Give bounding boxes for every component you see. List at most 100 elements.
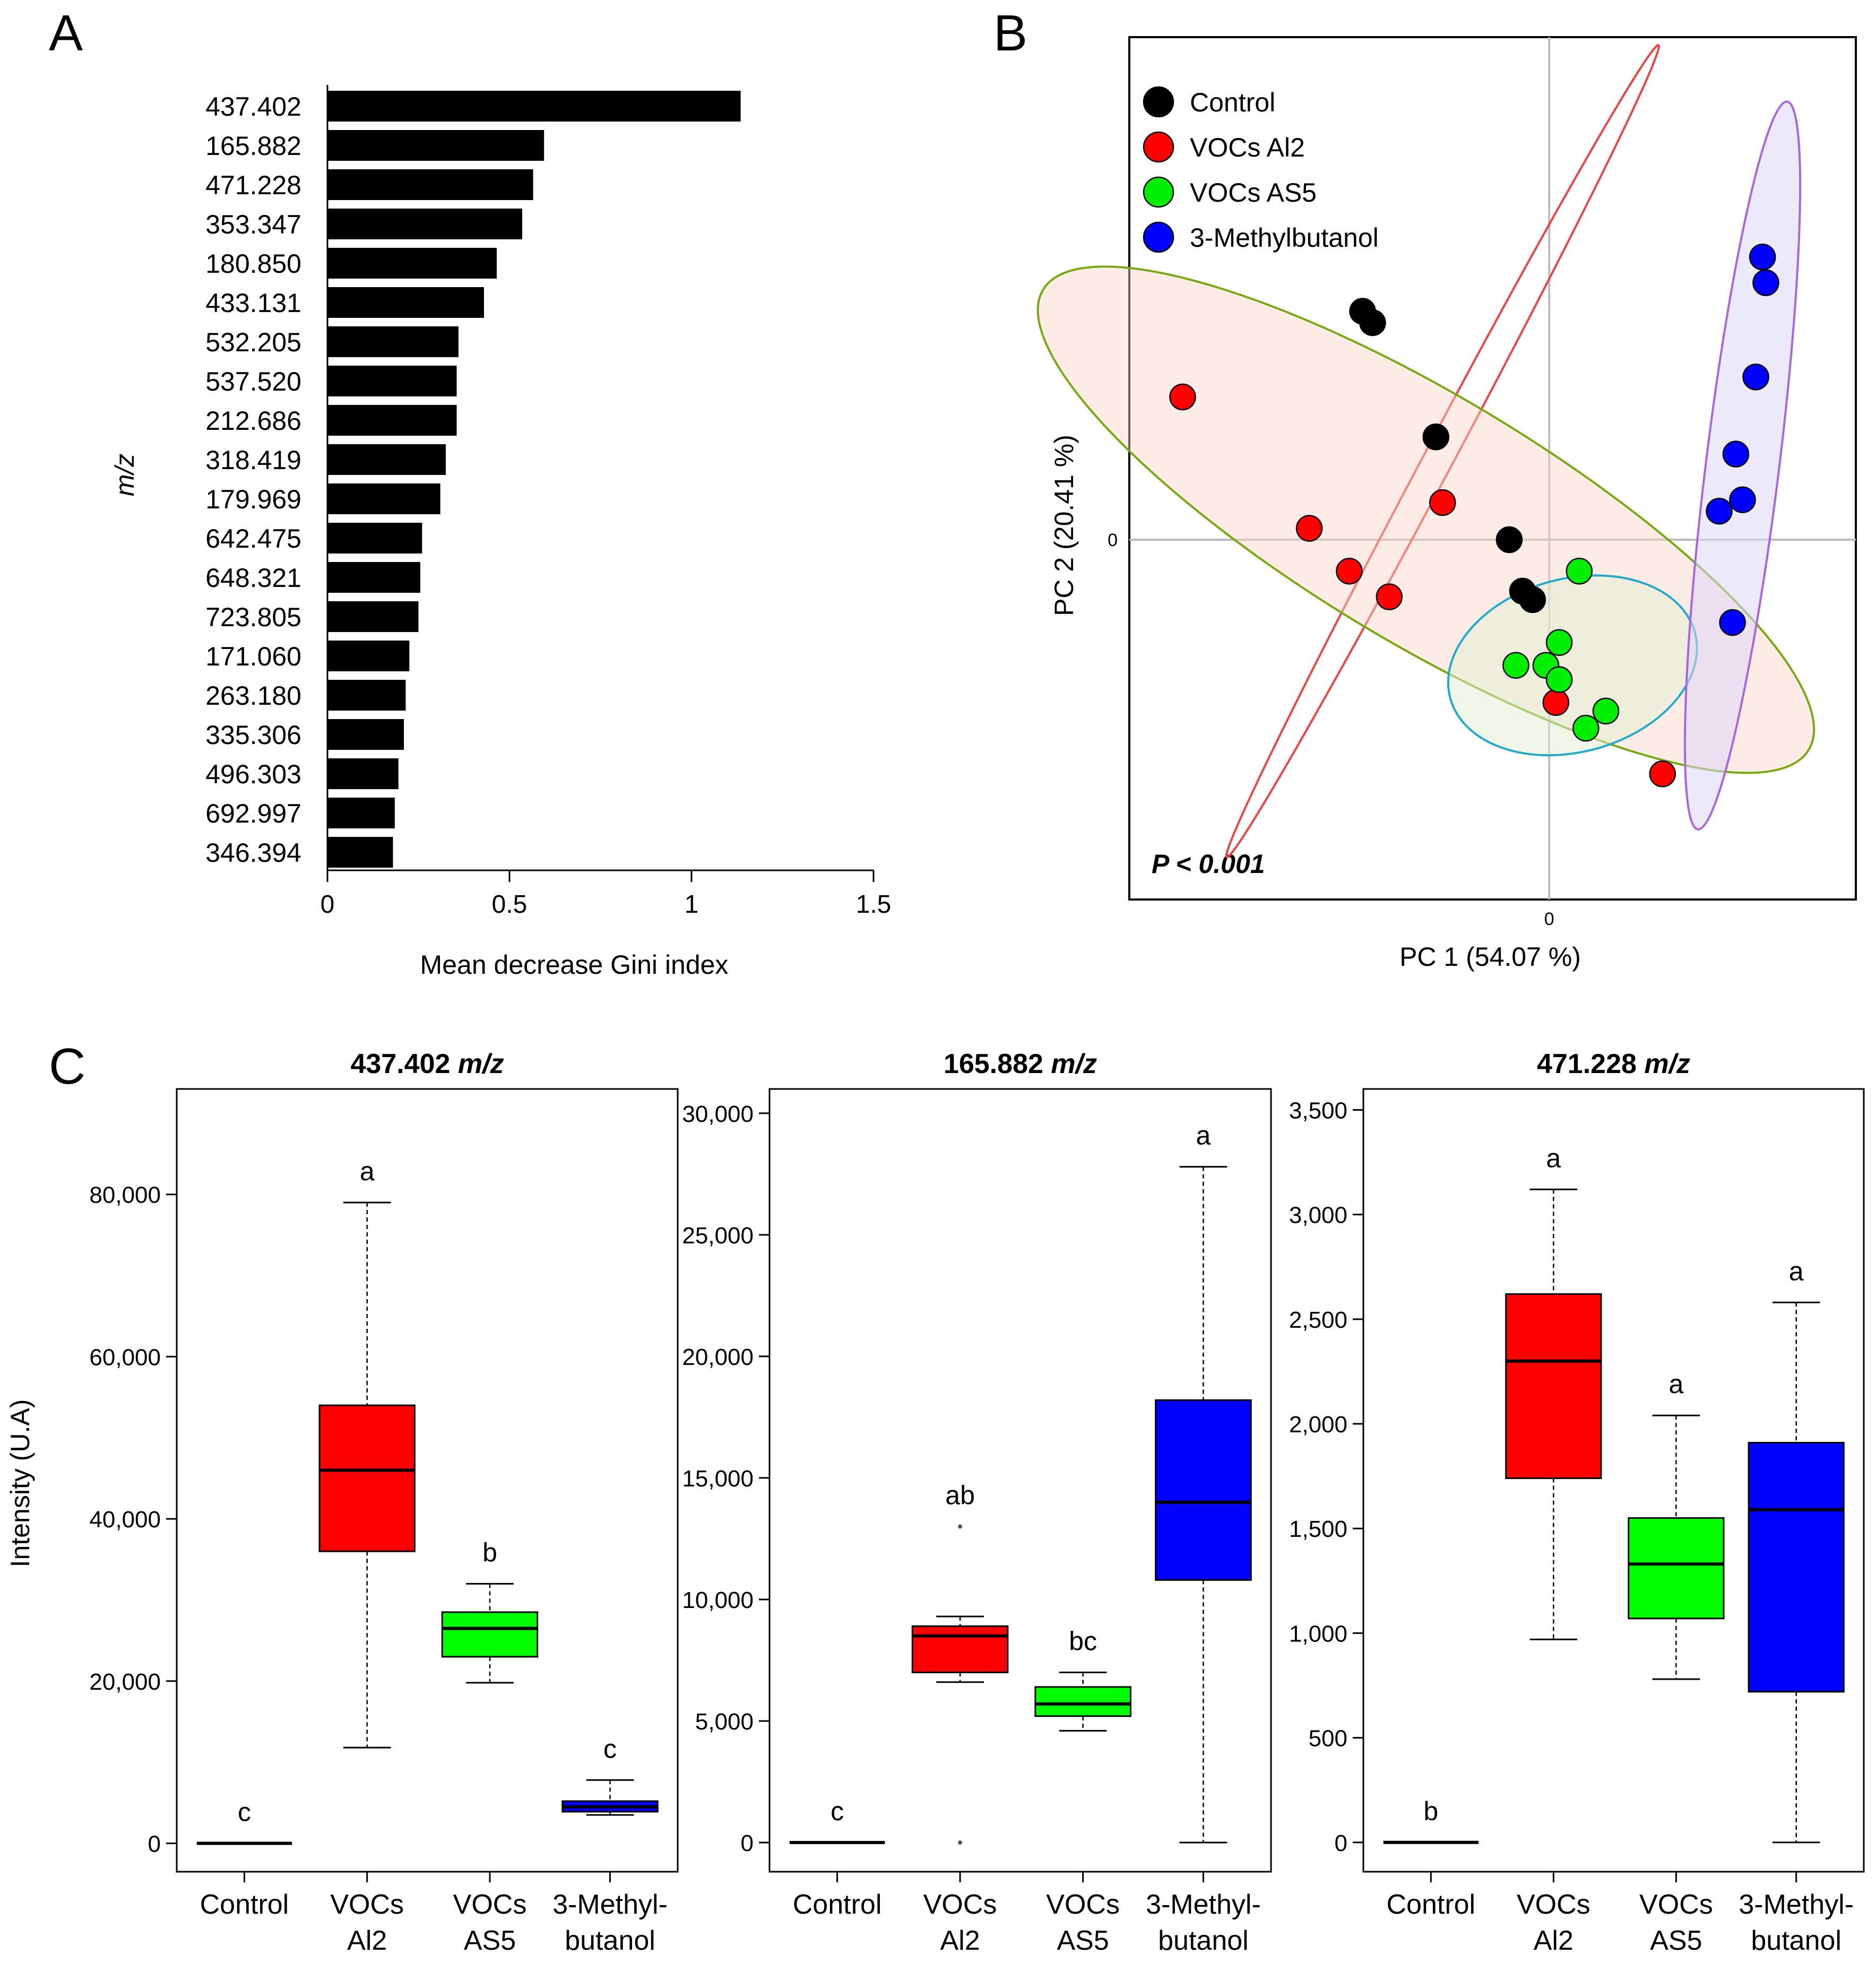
- pca-point: [1706, 497, 1733, 525]
- pca-point: [1495, 526, 1523, 554]
- box-y-tick-label: 10,000: [682, 1587, 754, 1613]
- box-frame: [768, 1088, 1272, 1873]
- bar: [327, 719, 404, 750]
- box-y-tick-label: 20,000: [682, 1344, 754, 1370]
- bar: [327, 169, 533, 200]
- pca-x-tick-label: 0: [1544, 909, 1554, 929]
- box-x-label: butanol: [1158, 1925, 1249, 1956]
- box-significance-letter: c: [831, 1796, 844, 1826]
- box-x-label: Al2: [347, 1925, 387, 1956]
- box-iqr: [1748, 1442, 1845, 1693]
- bar-category-label: 692.997: [205, 799, 301, 828]
- box-y-tick-label: 0: [1335, 1830, 1347, 1856]
- pca-point: [1566, 557, 1593, 585]
- box-x-label: VOCs: [453, 1889, 527, 1920]
- box-frame: [1362, 1088, 1865, 1873]
- box-x-label: Control: [793, 1889, 882, 1920]
- bar: [327, 601, 419, 632]
- box-x-label: VOCs: [1046, 1889, 1120, 1920]
- box-iqr: [1505, 1293, 1602, 1480]
- bar-x-tick-label: 1.5: [856, 890, 892, 919]
- box-y-tick-label: 60,000: [89, 1344, 161, 1370]
- bar: [327, 444, 446, 475]
- box-x-label: AS5: [1057, 1925, 1109, 1956]
- box-y-tick-label: 3,500: [1289, 1097, 1347, 1123]
- panel-label-a: A: [49, 5, 83, 62]
- pca-point: [1422, 423, 1449, 451]
- bar-category-label: 433.131: [205, 288, 301, 318]
- bar-xlabel: Mean decrease Gini index: [420, 950, 729, 980]
- box-iqr: [1034, 1686, 1131, 1717]
- legend-marker: [1143, 221, 1174, 253]
- legend-marker: [1143, 176, 1174, 208]
- bar: [327, 523, 422, 554]
- box-iqr: [441, 1611, 539, 1658]
- box-y-tick-label: 40,000: [89, 1507, 161, 1533]
- bar-category-label: 165.882: [205, 131, 301, 161]
- bar: [327, 758, 399, 789]
- bar-category-label: 532.205: [205, 327, 301, 357]
- bar: [327, 562, 420, 593]
- bar-category-label: 642.475: [205, 524, 301, 554]
- box-significance-letter: ab: [945, 1481, 975, 1510]
- bar-category-label: 263.180: [205, 681, 301, 711]
- pca-point: [1572, 714, 1600, 742]
- bar-category-label: 180.850: [205, 249, 301, 279]
- pca-y-tick-label: 0: [1108, 530, 1118, 550]
- bar: [327, 405, 457, 436]
- box-iqr: [1155, 1399, 1252, 1581]
- box-x-label: VOCs: [1639, 1889, 1713, 1920]
- box-x-label: Al2: [1534, 1925, 1574, 1956]
- box-y-tick-label: 2,500: [1289, 1307, 1347, 1333]
- box-significance-letter: b: [482, 1537, 497, 1567]
- box-x-label: Control: [200, 1889, 289, 1920]
- box-x-label: 3-Methyl-: [1739, 1889, 1854, 1920]
- pca-point: [1542, 689, 1570, 716]
- bar: [327, 248, 497, 279]
- bar: [327, 326, 459, 357]
- box-x-label: AS5: [464, 1925, 516, 1956]
- bar-category-label: 212.686: [205, 406, 301, 436]
- box-y-tick-label: 5,000: [695, 1709, 754, 1735]
- box-y-tick-label: 15,000: [682, 1466, 754, 1492]
- pca-point: [1722, 440, 1750, 468]
- bar-x-tick-label: 0.5: [492, 890, 528, 919]
- bar-category-label: 335.306: [205, 720, 301, 750]
- box-y-tick-label: 25,000: [682, 1223, 754, 1249]
- panel-label-c: C: [49, 1038, 85, 1095]
- box-outlier: [958, 1840, 963, 1845]
- legend-label: 3-Methylbutanol: [1190, 223, 1379, 253]
- bar: [327, 130, 544, 161]
- box-y-tick-label: 30,000: [682, 1101, 754, 1127]
- legend-marker: [1143, 86, 1174, 118]
- pca-point: [1545, 629, 1573, 656]
- box-title: 471.228 m/z: [1537, 1049, 1690, 1079]
- pca-point: [1752, 269, 1779, 296]
- bar-category-label: 353.347: [205, 210, 301, 239]
- box-significance-letter: bc: [1069, 1626, 1097, 1656]
- bar-ylabel: m/z: [110, 454, 140, 497]
- box-iqr: [911, 1625, 1009, 1673]
- pca-point: [1719, 609, 1746, 636]
- legend-label: Control: [1190, 88, 1275, 117]
- bar: [327, 798, 395, 828]
- bar-category-label: 318.419: [205, 445, 301, 475]
- bar-category-label: 648.321: [205, 563, 301, 593]
- box-x-label: Control: [1386, 1889, 1475, 1920]
- pca-point: [1749, 244, 1776, 271]
- box-significance-letter: c: [238, 1797, 251, 1827]
- pca-point: [1519, 586, 1546, 613]
- box-title-unit: m/z: [458, 1049, 504, 1079]
- bar: [327, 483, 440, 514]
- box-significance-letter: a: [360, 1156, 375, 1186]
- bar: [327, 837, 393, 868]
- box-y-tick-label: 2,000: [1289, 1412, 1347, 1438]
- box-ylabel: Intensity (U.A): [5, 1399, 35, 1568]
- pca-point: [1742, 364, 1769, 391]
- box-outlier: [958, 1524, 963, 1529]
- box-x-label: VOCs: [330, 1889, 404, 1920]
- pca-ylabel: PC 2 (20.41 %): [1049, 435, 1079, 616]
- bar-category-label: 346.394: [205, 838, 301, 868]
- box-y-tick-label: 0: [741, 1830, 754, 1856]
